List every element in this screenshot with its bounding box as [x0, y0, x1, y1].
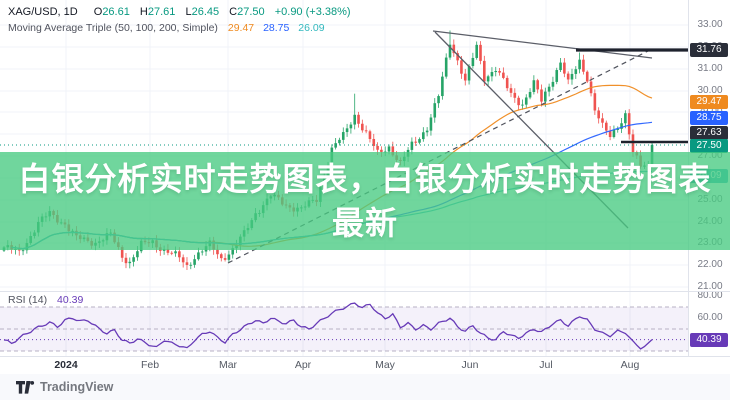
pane-divider[interactable]	[0, 291, 730, 292]
price-tick-label: 21.00	[697, 281, 723, 292]
price-badge: 31.76	[690, 43, 728, 57]
time-tick-label: Apr	[294, 359, 312, 371]
high-value: H27.61	[139, 6, 176, 18]
price-badge: 28.75	[690, 111, 728, 125]
close-value: C27.50	[229, 6, 265, 18]
ma50-value: 29.47	[227, 22, 255, 34]
price-badge: 40.39	[690, 333, 728, 347]
change-value: +0.90 (+3.38%)	[274, 6, 351, 18]
ma-indicator-name: Moving Average Triple (50, 100, 200, Sim…	[8, 22, 218, 34]
time-tick-label: 2024	[54, 359, 78, 371]
symbol-legend: XAG/USD, 1D O26.61 H27.61 L26.45 C27.50 …	[8, 6, 351, 18]
tradingview-logo-icon	[16, 380, 35, 394]
open-value: O26.61	[93, 6, 130, 18]
banner-title-line2: 最新	[331, 205, 398, 241]
price-badge: 27.50	[690, 139, 728, 153]
rsi-value: 40.39	[57, 294, 84, 306]
time-tick-label: Jul	[539, 359, 553, 371]
rsi-tick-label: 80.00	[697, 290, 723, 301]
time-tick-label: May	[375, 359, 395, 371]
bottom-bar: TradingView	[0, 374, 730, 400]
symbol-title: XAG/USD, 1D	[8, 6, 78, 18]
price-badge: 29.47	[690, 95, 728, 109]
ma100-value: 28.75	[263, 22, 290, 34]
rsi-legend: RSI (14) 40.39	[8, 294, 83, 306]
price-tick-label: 22.00	[697, 259, 723, 270]
low-value: L26.45	[185, 6, 220, 18]
rsi-tick-label: 60.00	[697, 312, 723, 323]
overlay-banner: 白银分析实时走势图表，白银分析实时走势图表 最新	[0, 152, 730, 250]
price-tick-label: 30.00	[697, 85, 723, 96]
time-tick-label: Jun	[461, 359, 479, 371]
time-tick-label: Feb	[140, 359, 160, 371]
time-tick-label: Aug	[620, 359, 640, 371]
ma-legend: Moving Average Triple (50, 100, 200, Sim…	[8, 22, 325, 34]
time-tick-label: Mar	[218, 359, 238, 371]
tradingview-logo[interactable]: TradingView	[16, 380, 113, 394]
rsi-indicator-name: RSI (14)	[8, 294, 48, 306]
price-badge: 27.63	[690, 126, 728, 140]
price-tick-label: 33.00	[697, 19, 723, 30]
price-tick-label: 31.00	[697, 63, 723, 74]
ma200-value: 26.09	[298, 22, 325, 34]
banner-title-line1: 白银分析实时走势图表，白银分析实时走势图表	[18, 161, 712, 197]
tradingview-logo-text: TradingView	[40, 380, 114, 394]
time-axis[interactable]: 2024 Feb Mar Apr May Jun Jul Aug	[0, 356, 730, 374]
